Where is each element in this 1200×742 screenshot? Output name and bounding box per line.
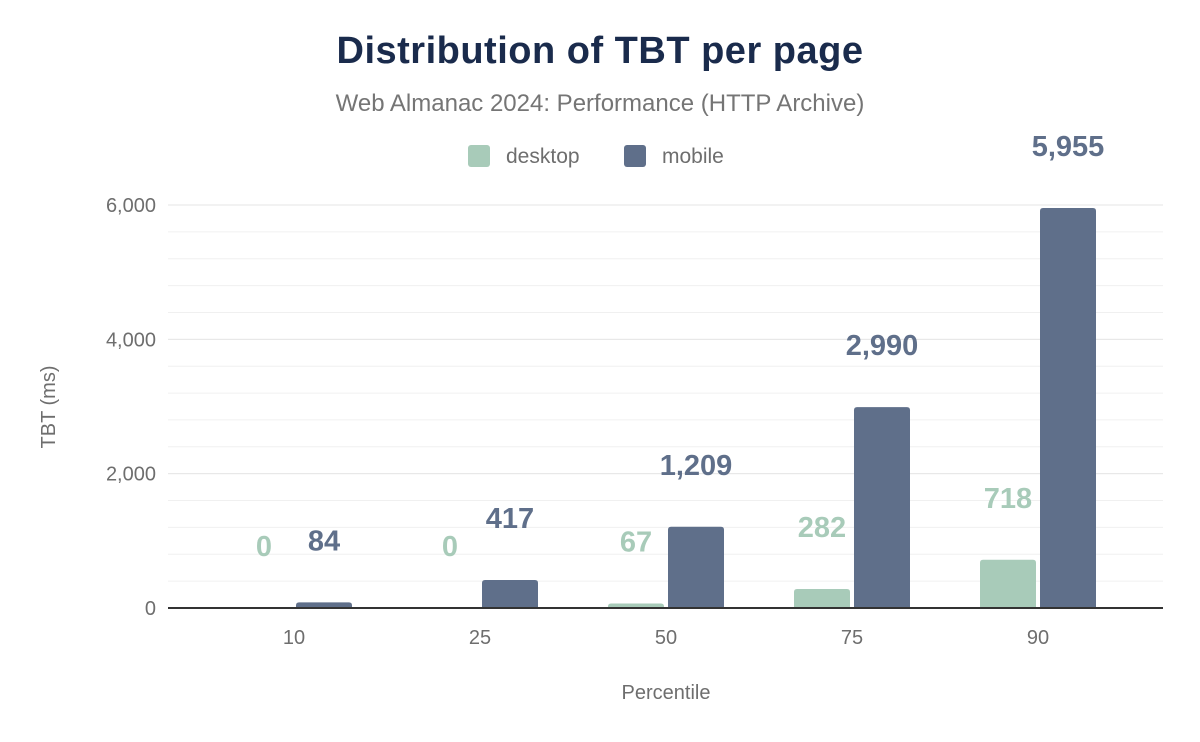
x-axis-title: Percentile bbox=[622, 682, 711, 704]
chart-title: Distribution of TBT per page bbox=[336, 30, 864, 72]
bar-mobile bbox=[854, 407, 910, 608]
bar-desktop bbox=[608, 603, 664, 608]
y-tick-label: 6,000 bbox=[106, 195, 156, 217]
legend-swatch-mobile bbox=[624, 145, 646, 167]
bar-mobile bbox=[668, 526, 724, 608]
x-tick-label: 50 bbox=[655, 627, 677, 649]
data-label-mobile: 84 bbox=[308, 525, 340, 557]
legend-label-desktop: desktop bbox=[506, 145, 580, 168]
data-label-desktop: 718 bbox=[984, 483, 1032, 515]
bar-mobile bbox=[1040, 208, 1096, 608]
data-label-desktop: 0 bbox=[442, 531, 458, 563]
bar-desktop bbox=[794, 589, 850, 608]
y-axis-title: TBT (ms) bbox=[38, 366, 60, 449]
legend-label-mobile: mobile bbox=[662, 145, 724, 168]
data-label-desktop: 282 bbox=[798, 512, 846, 544]
data-label-mobile: 5,955 bbox=[1032, 131, 1105, 163]
x-tick-label: 75 bbox=[841, 627, 863, 649]
data-label-mobile: 2,990 bbox=[846, 330, 919, 362]
data-label-mobile: 1,209 bbox=[660, 450, 733, 482]
data-label-desktop: 0 bbox=[256, 531, 272, 563]
bar-desktop bbox=[980, 559, 1036, 608]
y-tick-label: 4,000 bbox=[106, 329, 156, 351]
x-tick-label: 25 bbox=[469, 627, 491, 649]
x-tick-label: 90 bbox=[1027, 627, 1049, 649]
y-tick-label: 2,000 bbox=[106, 464, 156, 486]
legend-swatch-desktop bbox=[468, 145, 490, 167]
data-label-desktop: 67 bbox=[620, 526, 652, 558]
chart-subtitle: Web Almanac 2024: Performance (HTTP Arch… bbox=[335, 90, 865, 117]
y-tick-label: 0 bbox=[145, 598, 156, 620]
data-label-mobile: 417 bbox=[486, 503, 534, 535]
bar-mobile bbox=[296, 602, 352, 608]
bar-mobile bbox=[482, 579, 538, 608]
x-tick-label: 10 bbox=[283, 627, 305, 649]
